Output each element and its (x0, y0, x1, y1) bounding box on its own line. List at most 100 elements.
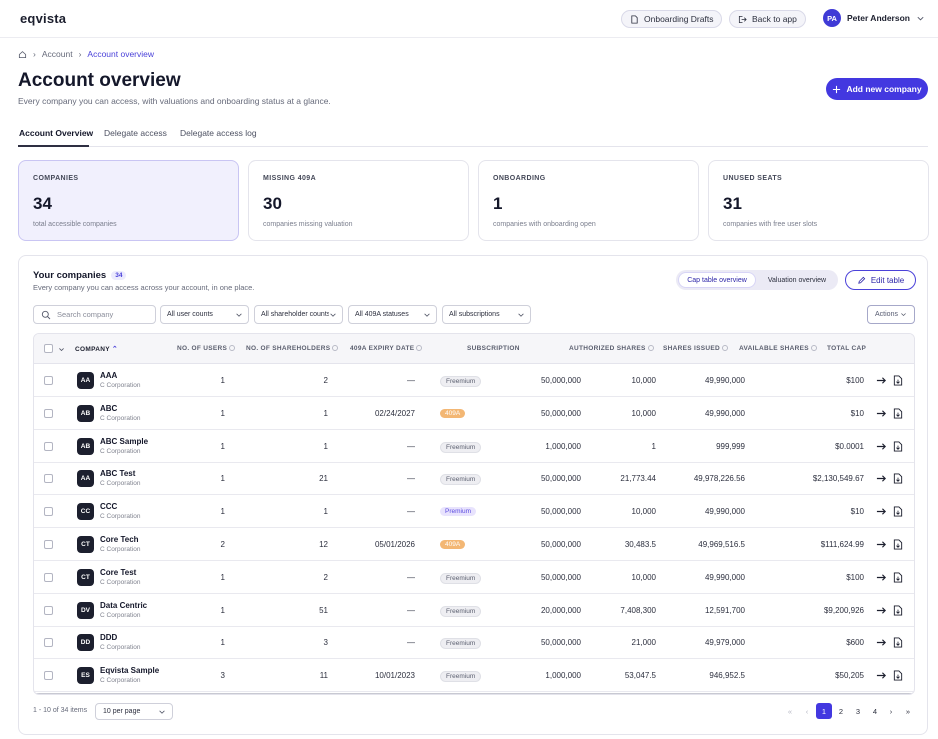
document-download-icon[interactable] (893, 605, 903, 616)
table-row[interactable]: AB ABC C Corporation 1 1 02/24/2027 409A 50,000… (34, 397, 914, 430)
shares-issued-cell: 10,000 (631, 408, 656, 418)
subscription-filter[interactable]: All subscriptions (442, 305, 531, 324)
table-row[interactable]: CC CCC C Corporation 1 1— Premium 50,000,000 10… (34, 495, 914, 529)
tab-delegate-access-log[interactable]: Delegate access log (180, 128, 257, 138)
document-download-icon[interactable] (893, 375, 903, 386)
per-page-select[interactable]: 10 per page (95, 703, 173, 720)
table-row[interactable]: DV Data Centric C Corporation 1 51 — Freemium 2… (34, 594, 914, 627)
arrow-right-icon[interactable] (876, 408, 887, 419)
company-name[interactable]: Data Centric (100, 600, 148, 610)
row-checkbox[interactable] (44, 507, 53, 517)
next-page-button[interactable]: › (889, 706, 893, 716)
table-row[interactable]: CT Core Test C Corporation 1 2 — Freemium 50,00… (34, 561, 914, 594)
valuation-overview-toggle[interactable]: Valuation overview (767, 276, 827, 284)
previous-page-button[interactable]: ‹ (805, 706, 809, 716)
row-checkbox[interactable] (44, 638, 53, 648)
edit-table-button[interactable]: Edit table (845, 270, 916, 290)
arrow-right-icon[interactable] (876, 506, 887, 517)
first-page-button[interactable]: « (787, 706, 793, 716)
company-name[interactable]: ABC Sample (100, 436, 149, 446)
column-header-company[interactable]: COMPANY ⌃ (75, 345, 118, 353)
table-row[interactable]: AA AAA C Corporation 1 2— Freemium 50,000,000 1… (34, 364, 914, 397)
subscription-badge: Freemium (440, 605, 482, 617)
company-avatar: DD (77, 634, 94, 652)
document-download-icon[interactable] (893, 506, 903, 517)
arrow-right-icon[interactable] (876, 605, 887, 616)
breadcrumb-account[interactable]: Account (41, 49, 73, 59)
company-name[interactable]: Core Tech (100, 535, 139, 544)
row-checkbox[interactable] (44, 376, 53, 385)
search-input[interactable]: Search company (33, 305, 156, 324)
column-header-shareholders[interactable]: NO. OF SHAREHOLDERS (246, 345, 339, 352)
company-name[interactable]: Core Test (100, 567, 137, 577)
row-checkbox[interactable] (44, 540, 53, 549)
document-download-icon[interactable] (893, 473, 903, 484)
user-menu[interactable]: PA Peter Anderson (823, 9, 925, 27)
actions-dropdown[interactable]: Actions (867, 305, 915, 324)
company-name[interactable]: Eqvista Sample (100, 666, 160, 676)
table-row[interactable]: DD DDD C Corporation 1 3— Freemium 50,000,000 2… (34, 626, 914, 660)
table-row[interactable]: ES Eqvista Sample C Corporation 3 11 10/01/20… (34, 659, 914, 693)
home-icon[interactable] (18, 50, 27, 59)
arrow-right-icon[interactable] (876, 670, 887, 681)
company-name[interactable]: AAA (100, 371, 118, 380)
409a-status-filter[interactable]: All 409A statuses (348, 305, 437, 324)
arrow-right-icon[interactable] (876, 572, 887, 583)
cap-table-overview-toggle[interactable]: Cap table overview (678, 272, 756, 288)
arrow-right-icon[interactable] (876, 637, 887, 648)
document-download-icon[interactable] (893, 408, 903, 419)
arrow-right-icon[interactable] (876, 441, 887, 452)
company-name[interactable]: CCC (100, 502, 118, 512)
arrow-right-icon[interactable] (876, 539, 887, 550)
search-icon (41, 310, 51, 319)
available-shares-cell: 49,969,516.5 (698, 540, 745, 549)
company-name[interactable]: ABC Test (100, 469, 136, 479)
table-row[interactable]: AA ABC Test C Corporation 1 21 — Freemium 50,00… (34, 462, 914, 496)
company-name[interactable]: DDD (100, 633, 118, 643)
column-header-409a-expiry[interactable]: 409A EXPIRY DATE (350, 345, 423, 352)
last-page-button[interactable]: » (905, 706, 911, 716)
document-download-icon[interactable] (893, 539, 903, 550)
total-cap-cell: $9,200,926 (823, 605, 864, 615)
page-3-button[interactable]: 3 (855, 706, 861, 716)
row-checkbox[interactable] (44, 572, 53, 582)
table-row[interactable]: AB ABC Sample C Corporation 1 1 — Freemium 1,00… (34, 430, 914, 463)
column-header-available-shares[interactable]: AVAILABLE SHARES (739, 345, 817, 352)
arrow-right-icon[interactable] (876, 375, 887, 386)
row-checkbox[interactable] (44, 671, 53, 681)
table-row[interactable]: CT Core Tech C Corporation 2 12 05/01/2026 409… (34, 528, 914, 561)
column-header-shares-issued[interactable]: SHARES ISSUED (663, 345, 728, 352)
tab-account-overview[interactable]: Account Overview (19, 128, 94, 138)
stat-card-missing-409a[interactable]: MISSING 409A 30 companies missing valuat… (248, 160, 469, 241)
stat-card-unused-seats[interactable]: UNUSED SEATS 31 companies with free user… (708, 160, 929, 241)
horizontal-scrollbar[interactable] (34, 693, 914, 694)
onboarding-drafts-button[interactable]: Onboarding Drafts (621, 10, 723, 28)
row-checkbox[interactable] (44, 605, 53, 615)
company-name[interactable]: ABC (100, 403, 118, 413)
page-4-button[interactable]: 4 (872, 706, 878, 716)
row-checkbox[interactable] (44, 441, 53, 451)
back-to-app-button[interactable]: Back to app (729, 10, 806, 28)
page-1-button[interactable]: 1 (816, 703, 832, 719)
chevron-down-icon[interactable] (58, 346, 65, 353)
document-download-icon[interactable] (893, 572, 903, 583)
stat-card-onboarding[interactable]: ONBOARDING 1 companies with onboarding o… (478, 160, 699, 241)
select-all-checkbox[interactable] (44, 344, 53, 353)
add-new-company-button[interactable]: Add new company (826, 78, 928, 100)
stat-label: COMPANIES (33, 175, 79, 182)
page-2-button[interactable]: 2 (838, 706, 844, 716)
document-download-icon[interactable] (893, 670, 903, 681)
users-cell: 2 (220, 540, 225, 549)
document-download-icon[interactable] (893, 637, 903, 648)
row-checkbox[interactable] (44, 474, 53, 484)
column-header-users[interactable]: NO. OF USERS (177, 345, 236, 352)
document-download-icon[interactable] (893, 441, 903, 452)
row-checkbox[interactable] (44, 408, 53, 418)
eqvista-logo[interactable]: eqvista (20, 11, 67, 26)
tab-delegate-access[interactable]: Delegate access (104, 128, 167, 138)
column-header-authorized-shares[interactable]: AUTHORIZED SHARES (569, 345, 654, 352)
stat-card-companies[interactable]: COMPANIES 34 total accessible companies (18, 160, 239, 241)
shareholder-count-filter[interactable]: All shareholder counts (254, 305, 343, 324)
arrow-right-icon[interactable] (876, 473, 887, 484)
user-count-filter[interactable]: All user counts (160, 305, 249, 324)
